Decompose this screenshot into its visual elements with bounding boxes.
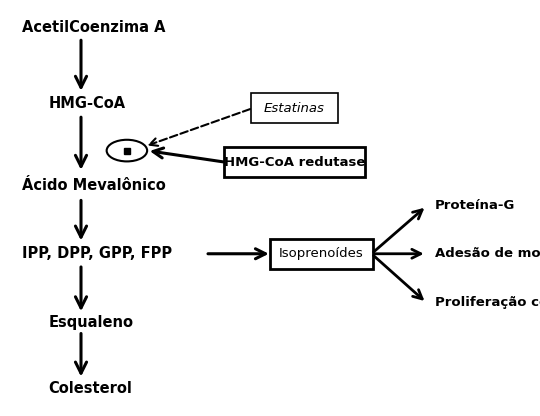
FancyBboxPatch shape	[269, 239, 373, 269]
Text: HMG-CoA: HMG-CoA	[49, 97, 126, 111]
Text: Proteína-G: Proteína-G	[435, 199, 515, 213]
Text: Estatinas: Estatinas	[264, 102, 325, 115]
FancyBboxPatch shape	[251, 93, 338, 123]
Text: Isoprenoídes: Isoprenoídes	[279, 247, 363, 260]
Text: Colesterol: Colesterol	[49, 381, 132, 396]
FancyBboxPatch shape	[224, 148, 365, 177]
Text: AcetilCoenzima A: AcetilCoenzima A	[22, 20, 165, 35]
Text: HMG-CoA redutase: HMG-CoA redutase	[224, 156, 365, 169]
Text: Adesão de moléculas: Adesão de moléculas	[435, 247, 540, 260]
Ellipse shape	[106, 140, 147, 161]
Text: Ácido Mevalônico: Ácido Mevalônico	[22, 178, 165, 193]
Text: Esqualeno: Esqualeno	[49, 315, 133, 330]
Text: IPP, DPP, GPP, FPP: IPP, DPP, GPP, FPP	[22, 246, 172, 261]
Text: Proliferação celular: Proliferação celular	[435, 296, 540, 310]
